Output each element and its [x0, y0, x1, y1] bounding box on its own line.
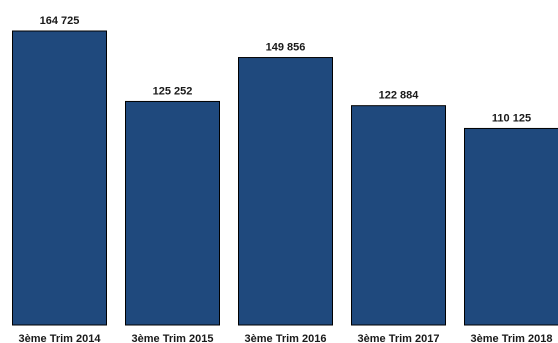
bar — [464, 127, 558, 326]
bar — [12, 30, 107, 326]
x-axis-tick-labels: 3ème Trim 2014 3ème Trim 2015 3ème Trim 20… — [19, 333, 553, 343]
bar — [238, 57, 333, 326]
x-tick-label: 3ème Trim 2017 — [358, 333, 440, 343]
bar — [125, 100, 220, 326]
x-tick-label: 3ème Trim 2014 — [19, 333, 102, 343]
data-label: 110 125 — [492, 112, 531, 124]
value-labels-group: 164 725 125 252 149 856 122 884 110 125 — [40, 15, 531, 124]
x-tick-label: 3ème Trim 2015 — [132, 333, 214, 343]
data-label: 149 856 — [266, 42, 306, 54]
x-tick-label: 3ème Trim 2018 — [471, 333, 553, 343]
data-label: 122 884 — [379, 90, 420, 102]
bar — [351, 105, 446, 326]
data-label: 164 725 — [40, 15, 80, 27]
x-tick-label: 3ème Trim 2016 — [245, 333, 327, 343]
data-label: 125 252 — [153, 85, 193, 97]
bars-group — [12, 30, 558, 326]
